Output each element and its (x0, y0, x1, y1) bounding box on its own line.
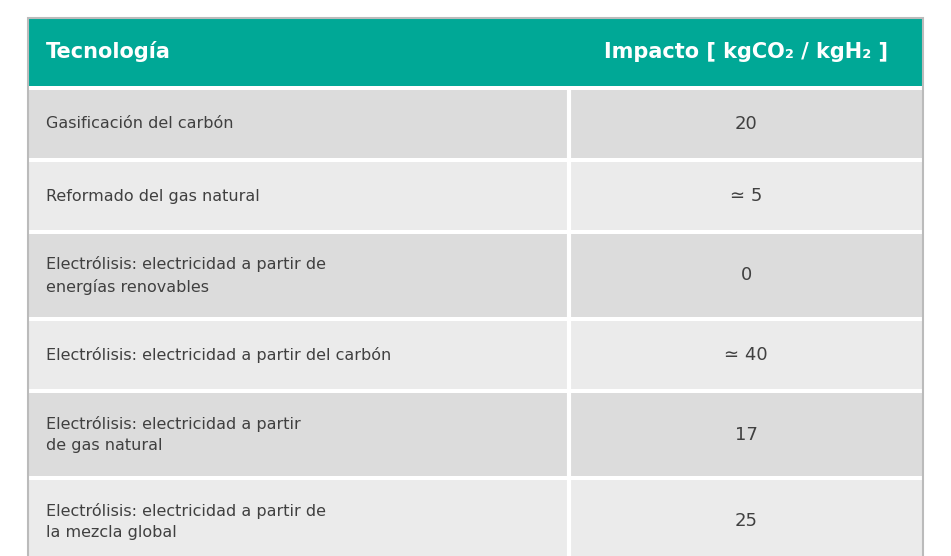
Text: Gasificación del carbón: Gasificación del carbón (46, 117, 234, 132)
Bar (28, 162, 570, 230)
Text: Electrólisis: electricidad a partir de
energías renovables: Electrólisis: electricidad a partir de e… (46, 256, 326, 295)
Bar (28, 393, 570, 476)
Bar (570, 321, 923, 389)
Bar (28, 230, 923, 234)
Bar (570, 393, 923, 476)
Text: 0: 0 (741, 266, 752, 285)
Text: ≃ 40: ≃ 40 (725, 346, 768, 364)
Bar (28, 389, 923, 393)
Text: Electrólisis: electricidad a partir
de gas natural: Electrólisis: electricidad a partir de g… (46, 416, 301, 453)
Bar (570, 90, 923, 158)
Text: Tecnología: Tecnología (46, 42, 171, 62)
Bar (28, 480, 570, 556)
Bar (28, 476, 923, 480)
Bar (570, 162, 923, 230)
Bar (28, 158, 923, 162)
Text: 25: 25 (735, 513, 758, 530)
Bar (28, 90, 570, 158)
Bar (28, 321, 570, 389)
Text: ≃ 5: ≃ 5 (730, 187, 763, 205)
Text: Impacto [ kgCO₂ / kgH₂ ]: Impacto [ kgCO₂ / kgH₂ ] (604, 42, 888, 62)
Text: Reformado del gas natural: Reformado del gas natural (46, 188, 260, 203)
Bar (570, 234, 923, 317)
Text: 17: 17 (735, 425, 758, 444)
Text: Electrólisis: electricidad a partir de
la mezcla global: Electrólisis: electricidad a partir de l… (46, 503, 326, 540)
Text: 20: 20 (735, 115, 758, 133)
Bar (28, 317, 923, 321)
Bar (28, 18, 923, 86)
Bar (28, 234, 570, 317)
Text: Electrólisis: electricidad a partir del carbón: Electrólisis: electricidad a partir del … (46, 347, 391, 363)
Bar (570, 480, 923, 556)
